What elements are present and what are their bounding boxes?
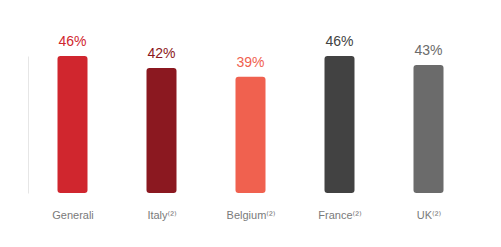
bars <box>58 56 444 193</box>
bar <box>325 56 355 193</box>
y-axis-line <box>28 57 29 194</box>
bar <box>147 68 177 193</box>
bar <box>236 77 266 193</box>
x-tick-label: Generali <box>52 209 94 221</box>
data-label: 42% <box>147 45 175 61</box>
chart: 46% 42% 39% 46% 43% Generali Italy⁽²⁾ Belgium⁽²… <box>0 0 501 247</box>
x-tick: Italy⁽²⁾ <box>147 209 177 221</box>
x-tick: UK⁽²⁾ <box>417 209 442 221</box>
data-label: 46% <box>325 33 353 49</box>
data-labels: 46% 42% 39% 46% 43% <box>58 33 442 70</box>
data-label: 39% <box>236 54 264 70</box>
bar <box>58 56 88 193</box>
data-label: 43% <box>414 42 442 58</box>
x-tick-label: UK⁽²⁾ <box>417 209 442 221</box>
x-tick-label: France⁽²⁾ <box>318 209 362 221</box>
x-tick: France⁽²⁾ <box>318 209 362 221</box>
x-axis: Generali Italy⁽²⁾ Belgium⁽²⁾ France⁽²⁾ UK⁽²⁾ <box>52 209 441 221</box>
x-tick-label: Italy⁽²⁾ <box>147 209 177 221</box>
x-tick-label: Belgium⁽²⁾ <box>227 209 276 221</box>
x-tick: Generali <box>52 209 94 221</box>
y-axis <box>28 57 29 194</box>
bar <box>414 65 444 193</box>
data-label: 46% <box>58 33 86 49</box>
x-tick: Belgium⁽²⁾ <box>227 209 276 221</box>
